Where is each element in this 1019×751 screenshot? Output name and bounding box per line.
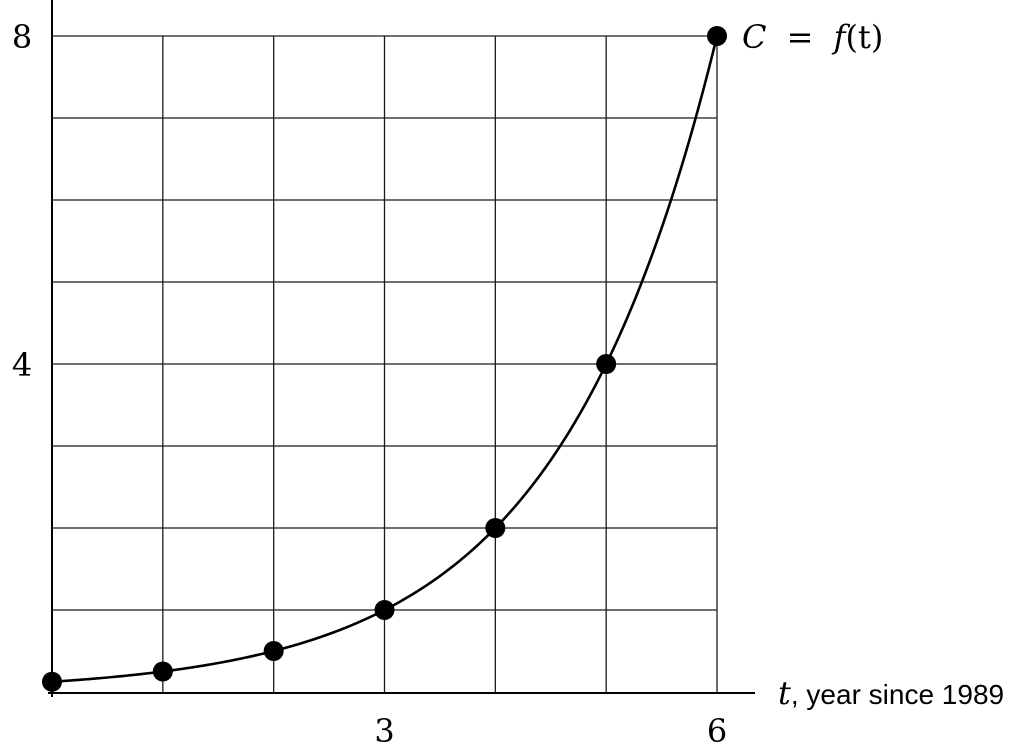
x-tick-label: 3 [374, 712, 394, 750]
y-tick-label: 8 [12, 18, 32, 56]
data-point [485, 518, 506, 538]
axes [48, 0, 755, 697]
data-point [152, 661, 173, 682]
data-point [42, 671, 62, 692]
data-points [42, 26, 727, 692]
grid [52, 35, 718, 692]
data-point [374, 600, 395, 620]
data-point [596, 354, 617, 374]
data-point [263, 641, 284, 661]
y-tick-label: 4 [12, 346, 32, 384]
x-axis-label: t, year since 1989 [778, 674, 1004, 712]
curve-label: C = f(t) [742, 18, 883, 56]
tick-labels: 3 6 4 8 [12, 18, 727, 750]
data-point [707, 26, 727, 46]
x-tick-label: 6 [707, 712, 727, 750]
